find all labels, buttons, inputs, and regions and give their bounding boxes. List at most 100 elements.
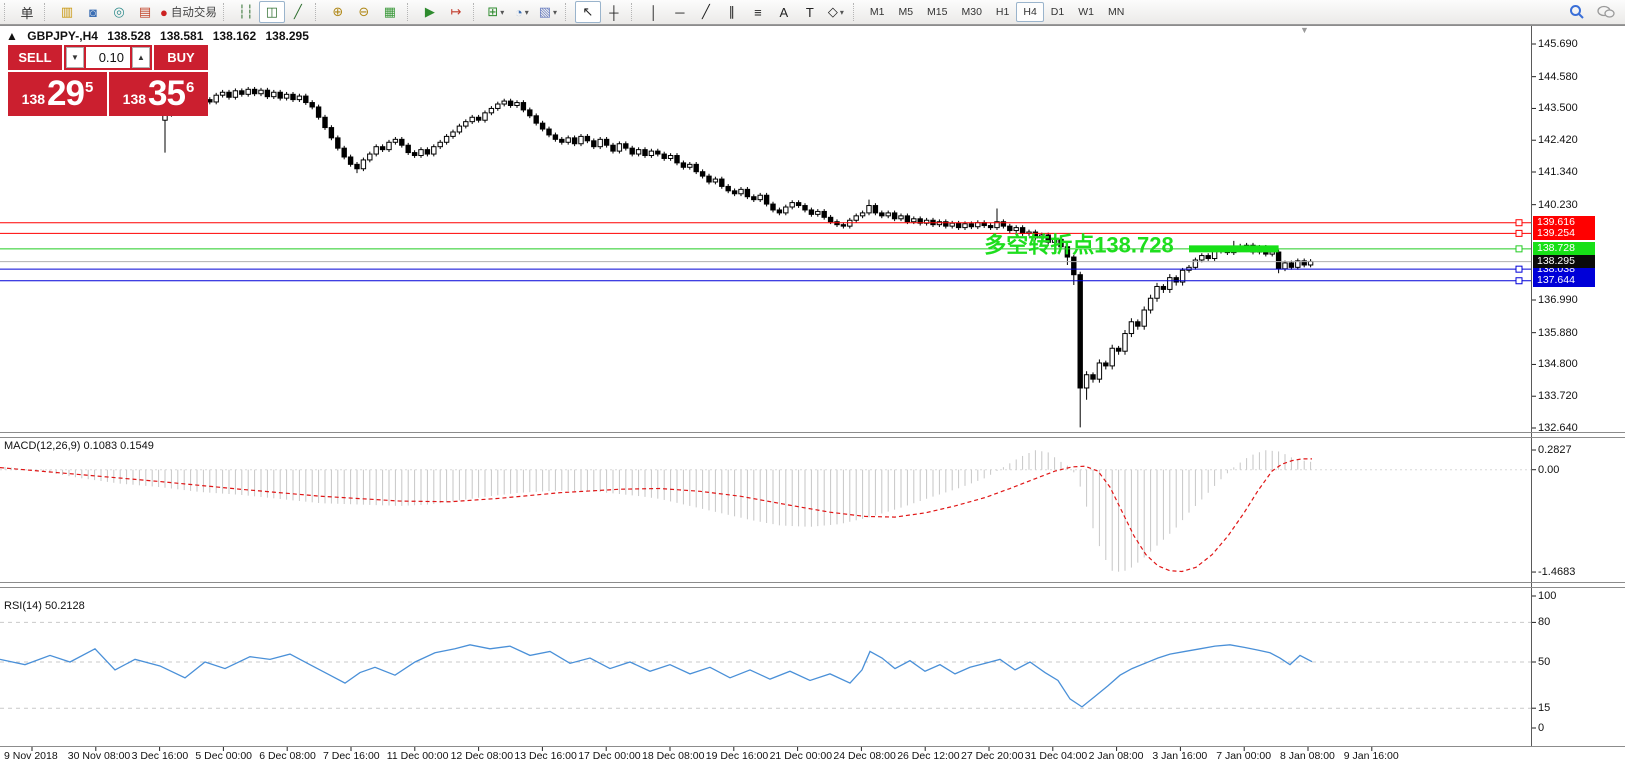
timeframe-button-m15[interactable]: M15 — [927, 6, 948, 18]
cursor-icon[interactable]: ↖ — [574, 1, 601, 23]
support-resistance-lines[interactable] — [0, 219, 1531, 285]
time-axis-label: 7 Dec 16:00 — [323, 750, 380, 762]
market-watch-icon[interactable]: ◙ — [80, 1, 106, 23]
line-chart-mode-icon[interactable]: ╱ — [285, 1, 311, 23]
price-axis-tick: 133.720 — [1538, 390, 1578, 403]
auto-trading-button[interactable]: ● 自动交易 — [158, 1, 219, 23]
vertical-line-icon[interactable]: │ — [641, 1, 667, 23]
timeframe-button-m1[interactable]: M1 — [869, 6, 885, 18]
toolbar-separator[interactable] — [630, 3, 638, 21]
rsi-indicator — [0, 621, 1531, 709]
signals-icon[interactable]: ◎ — [106, 1, 132, 23]
time-axis-label: 11 Dec 00:00 — [386, 750, 449, 762]
new-order-icon[interactable]: ▥ — [54, 1, 80, 23]
text-label-icon[interactable]: T — [797, 1, 823, 23]
buy-price-display[interactable]: 138 35 6 — [109, 72, 208, 116]
pivot-zone-bar[interactable] — [1189, 245, 1279, 253]
dropdown-arrow-icon[interactable]: ▾ — [500, 7, 505, 17]
pivot-annotation-text[interactable]: 多空转折点138.728 — [984, 233, 1174, 258]
splitter-macd-bottom[interactable] — [0, 437, 1625, 438]
time-axis-label: 26 Dec 12:00 — [897, 750, 960, 762]
line-handle[interactable] — [1515, 229, 1523, 237]
search-icon[interactable] — [1569, 4, 1585, 20]
periods-icon[interactable]: ◔ ▾ — [509, 1, 535, 23]
time-axis-label: 7 Jan 00:00 — [1216, 750, 1272, 762]
indicators-icon[interactable]: ⊞ ▾ — [483, 1, 509, 23]
indicators-icon: ⊞ — [487, 4, 499, 19]
line-handle[interactable] — [1515, 277, 1523, 285]
time-axis-label: 2 Jan 08:00 — [1088, 750, 1144, 762]
price-line-label: 137.644 — [1533, 274, 1595, 288]
zoom-in-icon[interactable]: ⊕ — [325, 1, 351, 23]
toolbar-separator[interactable] — [222, 3, 230, 21]
time-axis-label: 8 Jan 08:00 — [1280, 750, 1335, 762]
macd-axis-tick: 0.2827 — [1538, 443, 1572, 456]
templates-icon[interactable]: ▧ ▾ — [535, 1, 561, 23]
clipped-order-text: 单 — [20, 5, 34, 21]
line-chart-mode-icon: ╱ — [293, 4, 302, 19]
chart-title: ▲ GBPJPY-,H4 138.528 138.581 138.162 138… — [6, 29, 315, 43]
time-axis-label: 13 Dec 16:00 — [514, 750, 577, 762]
timeframe-button-m5[interactable]: M5 — [898, 6, 914, 18]
time-axis-label: 9 Nov 2018 — [4, 750, 58, 762]
time-axis-label: 30 Nov 08:00 — [67, 750, 131, 762]
price-axis-tick: 145.690 — [1538, 38, 1578, 50]
timeframe-button-w1[interactable]: W1 — [1078, 6, 1094, 18]
volume-input[interactable]: 0.10 — [86, 47, 130, 68]
volume-decrease-button[interactable]: ▼ — [66, 47, 84, 68]
toolbar-separator[interactable] — [44, 3, 51, 21]
tile-windows-icon[interactable]: ▦ — [377, 1, 403, 23]
candlestick-mode-icon[interactable]: ◫ — [258, 1, 285, 23]
line-handle[interactable] — [1515, 265, 1523, 273]
splitter-macd-top[interactable] — [0, 432, 1625, 433]
equidistant-channel-icon[interactable]: ∥ — [719, 1, 745, 23]
volume-increase-button[interactable]: ▲ — [132, 47, 150, 68]
sell-price-display[interactable]: 138 29 5 — [8, 72, 107, 116]
dropdown-arrow-icon[interactable]: ▾ — [839, 7, 844, 17]
toolbar-separator[interactable] — [4, 3, 11, 21]
history-center-icon: ▤ — [138, 4, 152, 19]
fibonacci-icon: ≡ — [754, 4, 762, 20]
text-icon[interactable]: A — [771, 1, 797, 23]
crosshair-icon[interactable]: ┼ — [601, 1, 627, 23]
timeframe-button-d1[interactable]: D1 — [1050, 6, 1065, 18]
sell-button[interactable]: SELL — [8, 45, 62, 70]
bar-chart-mode-icon[interactable]: ┆┆ — [233, 1, 259, 23]
dropdown-arrow-icon[interactable]: ▾ — [524, 7, 529, 17]
toolbar-separator[interactable] — [472, 3, 480, 21]
trendline-icon[interactable]: ╱ — [693, 1, 719, 23]
dropdown-arrow-icon[interactable]: ▾ — [553, 7, 558, 17]
fibonacci-icon[interactable]: ≡ — [745, 1, 771, 23]
timeframe-button-m30[interactable]: M30 — [961, 6, 982, 18]
splitter-rsi-bottom[interactable] — [0, 587, 1625, 588]
clipped-order-text[interactable]: 单 — [14, 1, 40, 23]
toolbar-separator[interactable] — [314, 3, 322, 21]
price-axis-tick: 134.800 — [1538, 358, 1578, 371]
volume-stepper: ▼ 0.10 ▲ — [64, 45, 152, 70]
timeframe-button-h4[interactable]: H4 — [1016, 2, 1044, 22]
zoom-out-icon[interactable]: ⊖ — [351, 1, 377, 23]
buy-button[interactable]: BUY — [154, 45, 208, 70]
timeframe-button-mn[interactable]: MN — [1107, 6, 1125, 18]
auto-scroll-icon[interactable]: ▶ — [417, 1, 443, 23]
crosshair-icon: ┼ — [609, 4, 619, 20]
price-axis-tick: 141.340 — [1538, 166, 1578, 178]
line-handle[interactable] — [1515, 219, 1523, 227]
collapse-panel-icon[interactable]: ▲ — [6, 29, 18, 43]
history-center-icon[interactable]: ▤ — [132, 1, 158, 23]
toolbar-separator[interactable] — [406, 3, 414, 21]
splitter-rsi-top[interactable] — [0, 582, 1625, 583]
time-axis-border[interactable] — [0, 746, 1625, 747]
horizontal-line-icon[interactable]: ─ — [667, 1, 693, 23]
arrows-tool-icon[interactable]: ◇ ▾ — [823, 1, 849, 23]
time-axis-label: 6 Dec 08:00 — [259, 750, 316, 762]
bar-chart-mode-icon: ┆┆ — [238, 4, 254, 19]
community-chat-icon[interactable] — [1597, 5, 1615, 20]
time-axis-label: 31 Dec 04:00 — [1024, 750, 1088, 762]
line-handle[interactable] — [1515, 245, 1523, 253]
timeframe-button-h1[interactable]: H1 — [995, 6, 1010, 18]
chart-shift-icon[interactable]: ↦ — [443, 1, 469, 23]
toolbar-separator[interactable] — [564, 3, 572, 21]
signals-icon: ◎ — [113, 4, 125, 19]
